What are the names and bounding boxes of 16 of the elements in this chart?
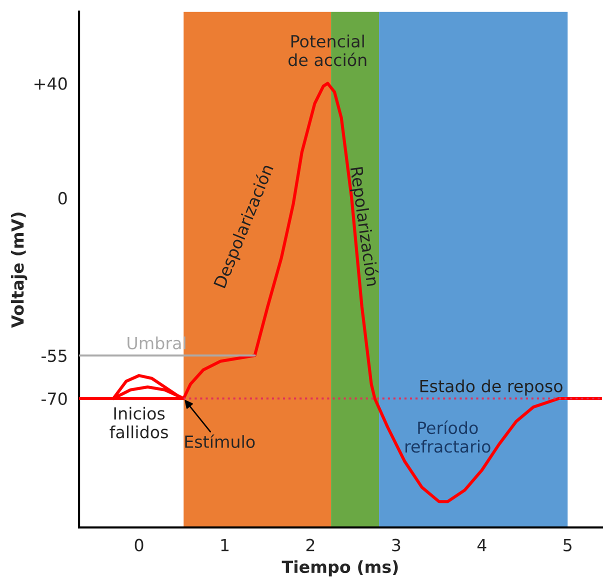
series-label: Estado de reposo <box>420 379 562 396</box>
y-tick-label: -55 <box>42 350 66 362</box>
x-tick-label: 4 <box>477 539 486 552</box>
x-tick-label: 3 <box>392 538 400 552</box>
y-tick-label: 0 <box>58 192 67 205</box>
band-label: Período refractario <box>406 420 490 453</box>
x-tick-label: 5 <box>564 539 572 552</box>
x-axis-title: Tiempo (ms) <box>282 560 398 576</box>
x-tick-label: 0 <box>134 538 144 552</box>
x-tick-label: 2 <box>306 538 314 552</box>
y-tick-label: -70 <box>42 392 67 406</box>
y-axis-title: Voltaje (mV) <box>10 212 28 328</box>
annotation: Inicios fallidos <box>110 406 168 438</box>
annotation: Estímulo <box>185 434 255 448</box>
y-tick-label: +40 <box>34 77 67 90</box>
x-tick-label: 1 <box>221 539 229 552</box>
